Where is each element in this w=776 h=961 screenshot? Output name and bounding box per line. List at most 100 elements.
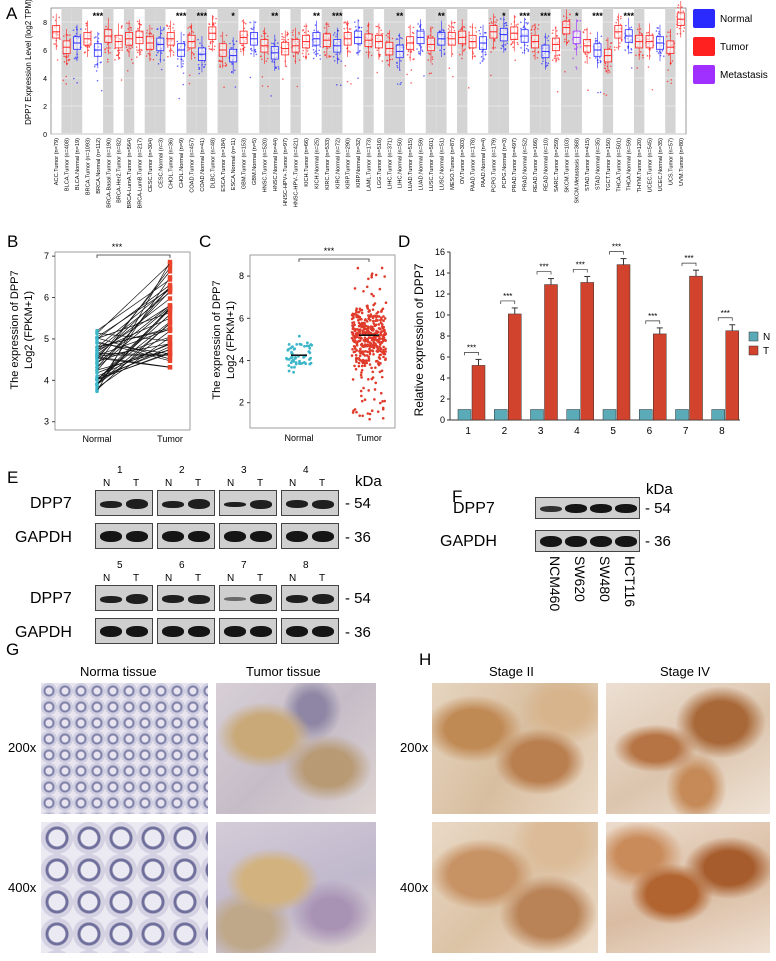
x-tick-label: LUSC.Normal (n=51) bbox=[439, 138, 445, 191]
data-point bbox=[63, 35, 65, 37]
x-tick-label: STAD.Normal (n=35) bbox=[596, 138, 602, 190]
data-point bbox=[609, 45, 612, 48]
data-point bbox=[410, 82, 412, 84]
legend-label: Normal bbox=[720, 14, 752, 25]
data-point bbox=[298, 33, 300, 35]
tumor-point bbox=[351, 327, 355, 331]
data-point bbox=[127, 28, 130, 30]
data-point bbox=[646, 55, 649, 57]
data-point bbox=[260, 55, 262, 58]
x-tick-label: MESO.Tumor (n=87) bbox=[450, 138, 456, 190]
data-point bbox=[439, 49, 441, 52]
x-tick-label: KIRP.Tumor (n=290) bbox=[346, 138, 352, 189]
data-point bbox=[662, 55, 665, 57]
data-point bbox=[478, 29, 481, 32]
lane-n: N bbox=[227, 478, 235, 489]
data-point bbox=[584, 52, 586, 54]
tumor-point bbox=[384, 339, 387, 342]
x-tick-label: 6 bbox=[647, 426, 653, 437]
data-point bbox=[208, 47, 211, 50]
data-point bbox=[322, 46, 324, 49]
data-point bbox=[229, 42, 231, 45]
data-point bbox=[306, 50, 309, 52]
data-point bbox=[281, 33, 283, 35]
data-point bbox=[380, 29, 382, 32]
data-point bbox=[556, 34, 558, 37]
mw-36: - 36 bbox=[345, 529, 371, 546]
x-tick-label: ESCA.Normal (n=11) bbox=[231, 138, 237, 190]
tumor-point bbox=[353, 287, 357, 290]
data-point bbox=[376, 32, 378, 35]
data-point bbox=[396, 61, 398, 64]
data-point bbox=[605, 70, 607, 73]
x-tick-label: HNSC.Tumor (n=520) bbox=[262, 138, 268, 192]
data-point bbox=[283, 38, 285, 41]
tumor-point bbox=[350, 313, 354, 317]
data-point bbox=[494, 46, 496, 49]
data-point bbox=[421, 50, 424, 53]
pair-line bbox=[96, 277, 171, 386]
data-point bbox=[380, 33, 383, 35]
data-point bbox=[447, 28, 450, 30]
tumor-point bbox=[375, 339, 379, 342]
data-point bbox=[452, 75, 454, 78]
data-point bbox=[137, 27, 139, 30]
plot-frame bbox=[54, 251, 191, 431]
data-point bbox=[157, 63, 160, 65]
significance-mark: ** bbox=[271, 11, 279, 21]
x-tick-label: PCPG.Normal (n=3) bbox=[502, 138, 508, 188]
bar-tumor bbox=[508, 313, 522, 421]
tumor-point bbox=[368, 363, 372, 366]
data-point bbox=[453, 29, 456, 32]
tumor-point bbox=[365, 320, 369, 323]
data-point bbox=[533, 54, 535, 57]
plot-frame bbox=[249, 254, 396, 429]
panel-c-ylabel-2: Log2 (FPKM+1) bbox=[225, 301, 237, 379]
tumor-point bbox=[384, 357, 387, 361]
gapdh-blot bbox=[219, 523, 277, 549]
data-point bbox=[188, 74, 191, 77]
tumor-point bbox=[378, 287, 382, 291]
data-point bbox=[401, 37, 403, 40]
sig-mark: *** bbox=[684, 254, 693, 263]
group-shade bbox=[144, 8, 156, 134]
sig-bracket bbox=[609, 251, 624, 255]
significance-mark: ** bbox=[396, 11, 404, 21]
data-point bbox=[104, 51, 107, 54]
data-point bbox=[188, 82, 191, 85]
tumor-point bbox=[375, 345, 379, 349]
sig-mark: *** bbox=[612, 243, 621, 252]
data-point bbox=[584, 61, 586, 63]
data-point bbox=[219, 64, 221, 66]
sig-mark: *** bbox=[648, 312, 657, 321]
band bbox=[565, 504, 587, 513]
tumor-point bbox=[380, 316, 383, 319]
tumor-point bbox=[354, 367, 358, 371]
group-shade bbox=[103, 8, 114, 134]
group-shade bbox=[71, 8, 83, 134]
x-tick-label: LIHC.Normal (n=50) bbox=[398, 138, 404, 188]
data-point bbox=[314, 53, 317, 56]
band bbox=[188, 499, 210, 509]
data-point bbox=[397, 34, 400, 37]
data-point bbox=[582, 31, 585, 33]
data-point bbox=[418, 53, 421, 55]
data-point bbox=[156, 51, 159, 54]
data-point bbox=[240, 50, 242, 53]
data-point bbox=[398, 69, 401, 71]
panel-c-points bbox=[285, 266, 388, 421]
x-tick-label: LIHC.Tumor (n=371) bbox=[387, 138, 393, 189]
data-point bbox=[307, 53, 310, 56]
data-point bbox=[558, 54, 561, 56]
data-point bbox=[311, 45, 314, 48]
data-point bbox=[546, 37, 548, 39]
normal-point bbox=[95, 365, 99, 369]
data-point bbox=[87, 49, 90, 52]
data-point bbox=[551, 32, 554, 34]
data-point bbox=[333, 32, 336, 34]
data-point bbox=[537, 50, 540, 53]
panel-a-series bbox=[51, 1, 686, 100]
data-point bbox=[421, 49, 423, 51]
panel-f-gapdh-blot bbox=[535, 530, 640, 552]
data-point bbox=[358, 51, 361, 53]
